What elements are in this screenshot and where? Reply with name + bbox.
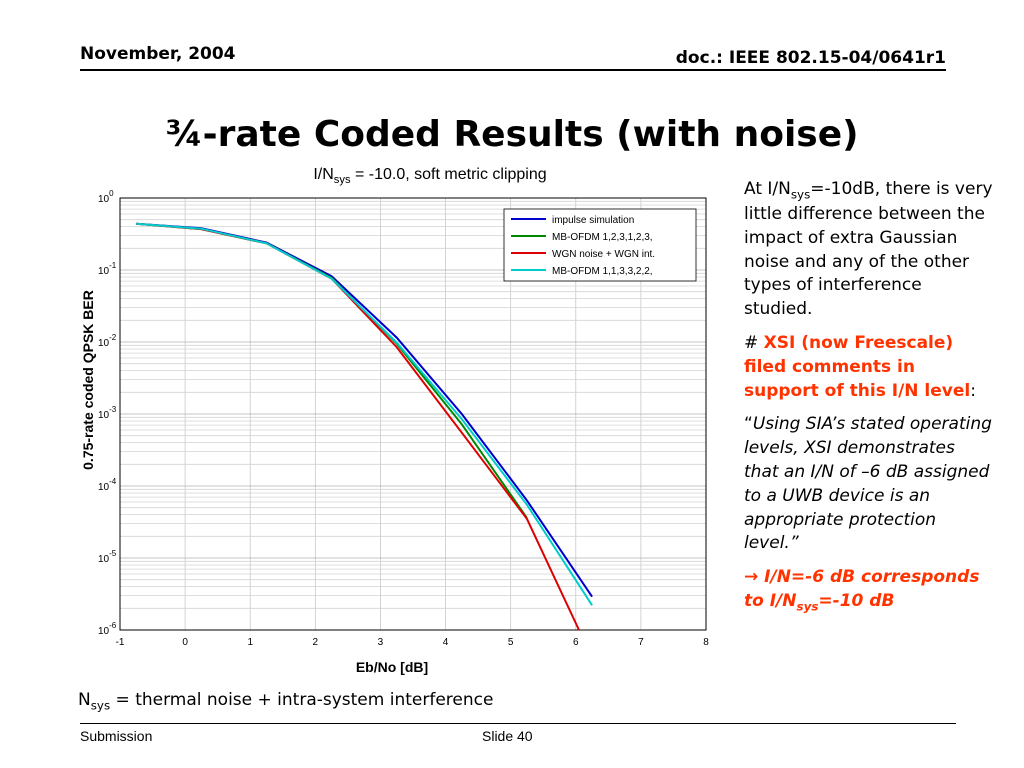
x-tick-label: 1	[247, 637, 253, 648]
side-note-2-tail: :	[970, 380, 976, 401]
footer-slide-number: Slide 40	[482, 728, 533, 744]
chart-title: I/Nsys = -10.0, soft metric clipping	[200, 166, 660, 186]
header-doc-id: doc.: IEEE 802.15-04/0641r1	[675, 48, 946, 68]
side-note-3-quote: Using SIA’s stated operating levels, XSI…	[744, 414, 992, 554]
legend-entry: MB-OFDM 1,1,3,3,2,2,	[552, 266, 653, 277]
plot-frame	[119, 197, 707, 631]
side-notes: At I/Nsys=-10dB, there is very little di…	[744, 178, 994, 625]
side-note-1-b: =-10dB, there is very little difference …	[744, 179, 993, 320]
footnote-sub: sys	[90, 698, 111, 713]
y-tick-label: 10-5	[98, 549, 117, 565]
legend-entry: WGN noise + WGN int.	[552, 249, 655, 260]
header-rule	[80, 69, 946, 71]
footnote: Nsys = thermal noise + intra-system inte…	[78, 690, 493, 712]
y-tick-label: 10-3	[98, 405, 117, 421]
arrow-icon: →	[744, 567, 759, 588]
footer-submission: Submission	[80, 728, 153, 744]
side-note-2-highlight: XSI (now Freescale) filed comments in su…	[744, 333, 971, 401]
y-axis-label: 0.75-rate coded QPSK BER	[80, 290, 96, 470]
y-tick-label: 10-2	[98, 333, 117, 349]
legend-box	[503, 208, 697, 282]
x-axis-label: Eb/No [dB]	[356, 659, 428, 675]
x-tick-label: 5	[508, 637, 514, 648]
chart-title-prefix: I/N	[313, 166, 334, 183]
series-lines	[136, 222, 593, 631]
y-tick-label: 10-6	[98, 621, 117, 637]
chart-title-sub: sys	[333, 174, 351, 187]
x-tick-label: 8	[703, 637, 709, 648]
side-note-4-tail: =-10 dB	[818, 591, 895, 611]
side-note-1: At I/Nsys=-10dB, there is very little di…	[744, 178, 994, 322]
footnote-b: = thermal noise + intra-system interfere…	[110, 690, 494, 710]
legend-entry: impulse simulation	[552, 215, 634, 226]
footer-rule	[80, 723, 956, 724]
series-line	[136, 222, 580, 631]
x-tick-label: 7	[638, 637, 644, 648]
series-line	[136, 222, 593, 598]
side-note-4-text: I/N=-6 dB corresponds to I/N	[744, 567, 980, 611]
side-note-3-close-quote: ”	[789, 533, 799, 554]
x-tick-label: 2	[313, 637, 319, 648]
side-note-3: “Using SIA’s stated operating levels, XS…	[744, 413, 994, 556]
x-tick-label: 6	[573, 637, 579, 648]
slide-title: ¾-rate Coded Results (with noise)	[165, 114, 859, 155]
x-tick-label: 0	[182, 637, 188, 648]
legend-entry: MB-OFDM 1,2,3,1,2,3,	[552, 232, 653, 243]
chart-title-suffix: = -10.0, soft metric clipping	[350, 166, 547, 183]
side-note-2: # XSI (now Freescale) filed comments in …	[744, 332, 994, 403]
footnote-a: N	[78, 690, 91, 710]
series-line	[136, 222, 593, 606]
x-tick-label: 3	[378, 637, 384, 648]
series-line	[136, 222, 528, 519]
side-note-1-sub: sys	[790, 187, 811, 202]
side-note-4: → I/N=-6 dB corresponds to I/Nsys=-10 dB	[744, 566, 994, 615]
y-tick-label: 10-4	[98, 477, 117, 493]
header-date: November, 2004	[80, 44, 236, 64]
y-tick-label: 10-1	[98, 261, 117, 277]
legend: impulse simulation MB-OFDM 1,2,3,1,2,3, WG…	[503, 208, 697, 282]
axis-ticks: -1 0 1 2 3 4 5 6 7 8 100 10-1 10-2 10-3 10-4 10-5 10-6	[98, 189, 709, 648]
side-note-2-hash: #	[744, 333, 764, 354]
side-note-4-sub: sys	[796, 599, 819, 614]
side-note-1-a: At I/N	[744, 179, 791, 199]
x-tick-label: 4	[443, 637, 449, 648]
side-note-3-open-quote: “	[744, 414, 753, 435]
y-tick-label: 100	[98, 189, 114, 205]
grid	[120, 198, 706, 630]
x-tick-label: -1	[116, 637, 125, 648]
